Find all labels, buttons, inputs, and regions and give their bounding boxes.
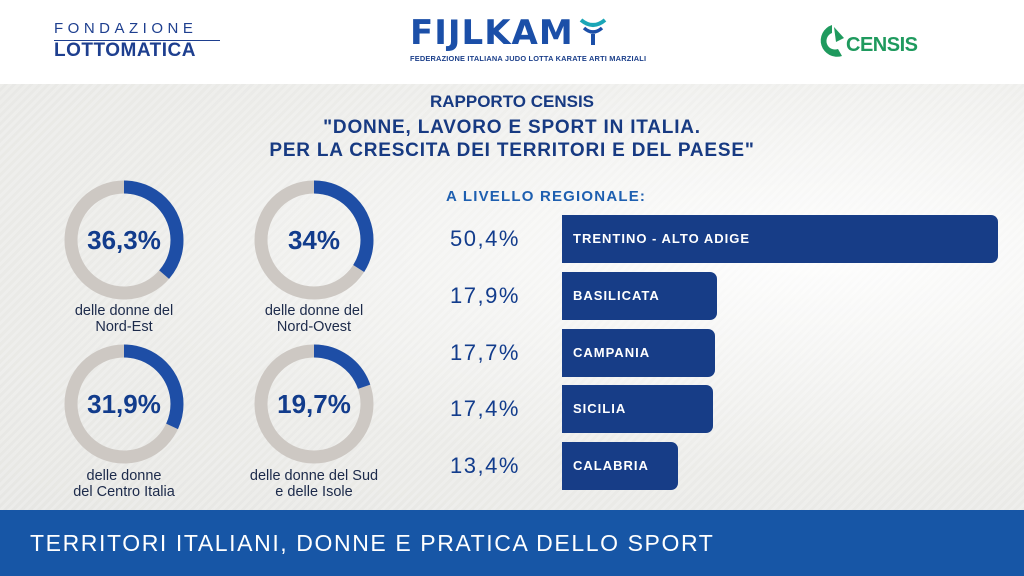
- donut-value: 36,3%: [87, 224, 161, 255]
- censis-emblem-icon: [820, 25, 844, 57]
- donut-arc: [254, 344, 374, 464]
- donut-value: 19,7%: [277, 388, 351, 419]
- donut-caption-centro: delle donne del Centro Italia: [34, 468, 214, 500]
- bar-value-label: 17,4%: [450, 396, 520, 421]
- bar-category-label: BASILICATA: [573, 288, 660, 303]
- fondazione-lottomatica-logo: FONDAZIONE LOTTOMATICA: [54, 20, 220, 62]
- caption-line: Nord-Ovest: [276, 319, 352, 335]
- caption-line: Nord-Est: [95, 319, 153, 335]
- caption-line: delle donne del: [74, 303, 174, 319]
- bar-value-label: 17,7%: [450, 340, 520, 365]
- fijlkam-wordmark: FIJLKAM: [410, 13, 574, 53]
- donut-arc: [64, 344, 184, 464]
- donut-caption-nord-est: delle donne del Nord-Est: [34, 303, 214, 335]
- report-subtitle-line-2: PER LA CRESCITA DEI TERRITORI E DEL PAES…: [269, 140, 755, 161]
- donut-centro: 31,9%: [60, 340, 188, 468]
- report-title: RAPPORTO CENSIS: [429, 92, 595, 111]
- donut-ring: [254, 344, 374, 464]
- caption-line: delle donne del: [264, 303, 364, 319]
- donut-nord-est: 36,3%: [60, 176, 188, 304]
- caption-line: e delle Isole: [275, 484, 353, 500]
- bar-value-label: 50,4%: [450, 226, 520, 251]
- caption-line: delle donne: [86, 468, 162, 484]
- bar-value-label: 13,4%: [450, 453, 520, 478]
- footer-title: TERRITORI ITALIANI, DONNE E PRATICA DELL…: [30, 530, 715, 556]
- bar-calabria: CALABRIA: [562, 442, 678, 490]
- donut-sud-isole: 19,7%: [250, 340, 378, 468]
- fijlkam-subtitle: FEDERAZIONE ITALIANA JUDO LOTTA KARATE A…: [410, 54, 647, 63]
- bar-sicilia: SICILIA: [562, 385, 713, 433]
- donut-ring: [64, 180, 184, 300]
- donut-arc: [64, 180, 184, 300]
- censis-wordmark: CENSIS: [846, 34, 918, 56]
- fijlkam-logo: FIJLKAM FEDERAZIONE ITALIANA JUDO LOTTA …: [410, 13, 647, 63]
- donut-value: 31,9%: [87, 388, 161, 419]
- header-bar: FONDAZIONE LOTTOMATICA FIJLKAM FEDERAZIO…: [0, 0, 1024, 84]
- bar-category-label: TRENTINO - ALTO ADIGE: [573, 231, 750, 246]
- caption-line: delle donne del Sud: [249, 468, 379, 484]
- bar-trentino: TRENTINO - ALTO ADIGE: [562, 215, 998, 263]
- donut-value: 34%: [287, 224, 341, 255]
- logo-divider: [54, 40, 220, 41]
- donut-caption-sud-isole: delle donne del Sud e delle Isole: [224, 468, 404, 500]
- report-subtitle-line-1: "DONNE, LAVORO E SPORT IN ITALIA.: [323, 117, 701, 138]
- logo-fondazione-text: FONDAZIONE: [54, 20, 198, 37]
- bar-basilicata: BASILICATA: [562, 272, 717, 320]
- donut-ring: [64, 344, 184, 464]
- bar-value-label: 17,9%: [450, 283, 520, 308]
- bar-category-label: CAMPANIA: [573, 345, 651, 360]
- donut-arc: [254, 180, 374, 300]
- bar-chart-title: A LIVELLO REGIONALE:: [446, 188, 647, 205]
- donut-caption-nord-ovest: delle donne del Nord-Ovest: [224, 303, 404, 335]
- caption-line: del Centro Italia: [73, 484, 175, 500]
- footer-banner: TERRITORI ITALIANI, DONNE E PRATICA DELL…: [0, 510, 1024, 576]
- donut-ring: [254, 180, 374, 300]
- fijlkam-emblem-icon: [579, 18, 607, 45]
- bar-category-label: SICILIA: [573, 401, 627, 416]
- donut-nord-ovest: 34%: [250, 176, 378, 304]
- logo-lottomatica-text: LOTTOMATICA: [54, 40, 196, 61]
- bar-campania: CAMPANIA: [562, 329, 716, 377]
- bar-category-label: CALABRIA: [573, 458, 649, 473]
